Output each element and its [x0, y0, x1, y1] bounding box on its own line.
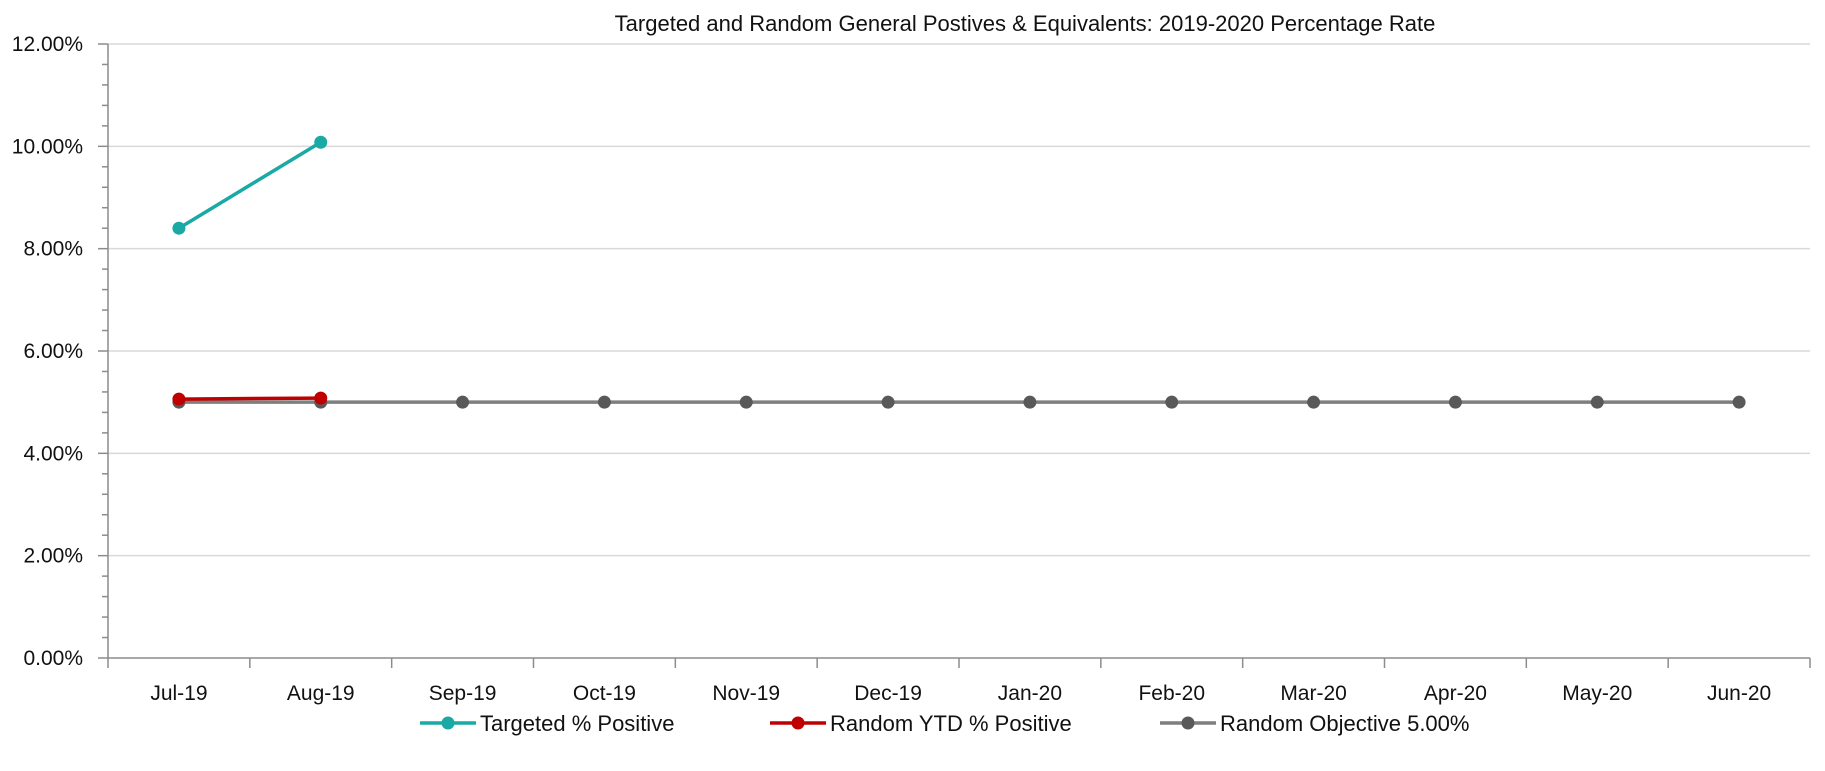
- legend-item: Targeted % Positive: [420, 711, 674, 736]
- x-tick-label: Mar-20: [1280, 682, 1347, 705]
- legend-label: Random Objective 5.00%: [1220, 711, 1469, 736]
- y-tick-label: 0.00%: [23, 647, 83, 670]
- series-line: [178, 396, 321, 401]
- series-line: [178, 140, 322, 230]
- y-tick-label: 4.00%: [23, 442, 83, 465]
- series-lines: [172, 135, 1746, 409]
- series-2: [172, 395, 1746, 409]
- legend-label: Random YTD % Positive: [830, 711, 1072, 736]
- data-point: [1307, 395, 1321, 409]
- gridlines: [108, 43, 1810, 557]
- legend-marker: [1181, 716, 1195, 730]
- x-tick-label: Nov-19: [712, 682, 780, 705]
- data-point: [881, 395, 895, 409]
- data-point: [1732, 395, 1746, 409]
- data-point: [597, 395, 611, 409]
- legend-marker: [791, 716, 805, 730]
- chart-title: Targeted and Random General Postives & E…: [615, 11, 1436, 36]
- x-tick-label: Aug-19: [287, 682, 355, 705]
- x-tick-label: Dec-19: [854, 682, 922, 705]
- x-tick-label: May-20: [1562, 682, 1632, 705]
- y-tick-label: 10.00%: [12, 135, 83, 158]
- y-tick-label: 6.00%: [23, 340, 83, 363]
- x-tick-label: Feb-20: [1138, 682, 1205, 705]
- x-tick-label: Sep-19: [429, 682, 497, 705]
- data-point: [456, 395, 470, 409]
- data-point: [1448, 395, 1462, 409]
- legend-item: Random YTD % Positive: [770, 711, 1072, 736]
- legend-item: Random Objective 5.00%: [1160, 711, 1469, 736]
- data-point: [1165, 395, 1179, 409]
- legend-label: Targeted % Positive: [480, 711, 674, 736]
- data-point: [1590, 395, 1604, 409]
- y-tick-label: 12.00%: [12, 33, 83, 56]
- x-tick-label: Apr-20: [1424, 682, 1487, 705]
- x-tick-label: Jan-20: [998, 682, 1062, 705]
- x-tick-label: Jul-19: [150, 682, 207, 705]
- data-point: [739, 395, 753, 409]
- y-tick-label: 2.00%: [23, 545, 83, 568]
- series-0: [172, 135, 328, 235]
- series-1: [172, 391, 328, 406]
- axes: 0.00% 2.00% 4.00% 6.00% 8.00% 10.00% 12.00% Jul…: [12, 33, 1811, 705]
- x-tick-label: Oct-19: [573, 682, 636, 705]
- data-point: [172, 221, 186, 235]
- legend-marker: [441, 716, 455, 730]
- y-tick-label: 8.00%: [23, 238, 83, 261]
- data-point: [314, 391, 328, 405]
- legend: Targeted % Positive Random YTD % Positive…: [420, 711, 1469, 736]
- data-point: [314, 135, 328, 149]
- data-point: [1023, 395, 1037, 409]
- data-point: [172, 392, 186, 406]
- x-tick-label: Jun-20: [1707, 682, 1771, 705]
